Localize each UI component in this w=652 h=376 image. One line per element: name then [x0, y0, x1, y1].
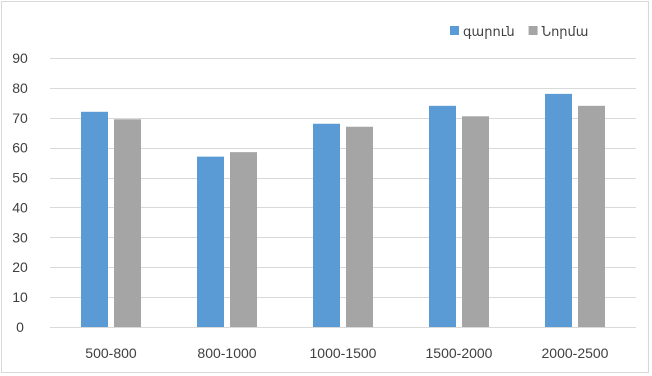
bar-1000-1500-series-0	[313, 123, 340, 327]
bar-2000-2500-series-1	[578, 105, 605, 327]
y-tick-label-60: 60	[12, 140, 28, 156]
gridlines	[50, 58, 636, 328]
y-tick-label-20: 20	[12, 259, 28, 275]
bar-500-800-series-1	[114, 119, 141, 328]
y-tick-label-80: 80	[12, 80, 28, 96]
x-tick-label-2000-2500: 2000-2500	[542, 345, 609, 361]
x-axis-tick-labels: 500-800 800-1000 1000-1500 1500-2000 2000-25…	[85, 345, 608, 361]
bar-1500-2000-series-0	[429, 105, 456, 327]
legend-swatch-1	[528, 26, 538, 35]
legend-label-1: Նորմա	[542, 25, 589, 40]
x-tick-label-800-1000: 800-1000	[197, 345, 256, 361]
legend-label-0: գարուն	[463, 25, 515, 40]
y-tick-label-90: 90	[12, 50, 28, 66]
y-tick-label-70: 70	[12, 110, 28, 126]
x-tick-label-1000-1500: 1000-1500	[310, 345, 377, 361]
legend-swatch-0	[450, 26, 459, 35]
y-tick-label-30: 30	[12, 229, 28, 245]
x-tick-label-500-800: 500-800	[85, 345, 137, 361]
y-axis-tick-labels: 0 10 20 30 40 50 60 70 80 90	[12, 50, 28, 335]
bar-800-1000-series-1	[230, 152, 257, 327]
bars	[81, 93, 605, 328]
bar-1500-2000-series-1	[462, 116, 489, 328]
x-tick-label-1500-2000: 1500-2000	[426, 345, 493, 361]
y-tick-label-50: 50	[12, 170, 28, 186]
y-tick-label-10: 10	[12, 289, 28, 305]
bar-2000-2500-series-0	[545, 93, 572, 327]
y-tick-label-40: 40	[12, 199, 28, 215]
bar-1000-1500-series-1	[346, 126, 373, 327]
y-tick-label-0: 0	[16, 319, 24, 335]
bar-500-800-series-0	[81, 111, 108, 327]
bar-800-1000-series-0	[197, 156, 224, 327]
legend: գարուն Նորմա	[450, 25, 588, 40]
